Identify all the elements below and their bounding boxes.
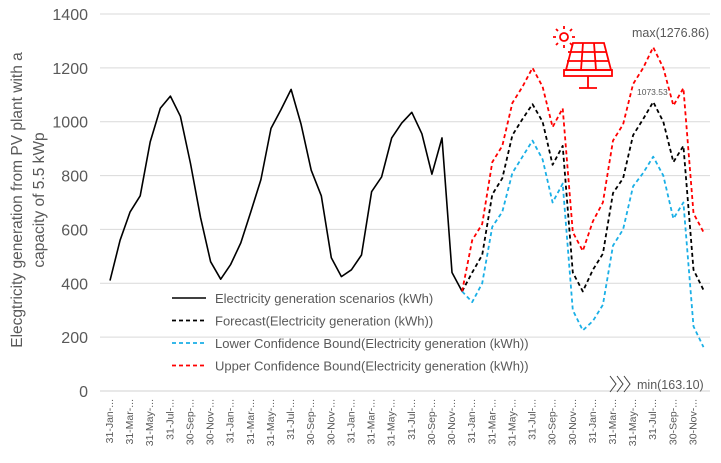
x-tick-label: 31-Mar-...	[366, 399, 378, 445]
x-tick-label: 31-Jul-...	[527, 399, 539, 440]
x-tick-label: 30-Sep-...	[305, 399, 317, 445]
y-tick-label: 1400	[52, 7, 88, 24]
x-tick-label: 30-Sep-...	[667, 399, 679, 445]
triple-chevron-right-icon	[609, 375, 631, 393]
y-tick-label: 200	[61, 330, 88, 347]
series-lines	[109, 46, 705, 348]
x-tick-label: 31-Jan-...	[587, 399, 599, 443]
x-tick-label: 31-Jul-...	[647, 399, 659, 440]
y-axis-ticks: 0 200 400 600 800 1000 1200 1400	[52, 7, 88, 401]
x-tick-label: 31-Mar-...	[607, 399, 619, 445]
x-tick-label: 31-May-...	[144, 399, 156, 446]
x-tick-label: 30-Sep-...	[184, 399, 196, 445]
min-annotation: min(163.10)	[637, 378, 704, 392]
legend-label-0: Electricity generation scenarios (kWh)	[215, 291, 433, 306]
series-line-1	[461, 101, 705, 293]
x-tick-label: 31-Mar-...	[245, 399, 257, 445]
solar-panel-icon	[553, 26, 613, 89]
x-axis-ticks: 31-Jan-... 31-Mar-... 31-May-... 31-Jul-...…	[104, 399, 699, 446]
gridlines	[100, 13, 710, 392]
y-tick-label: 1200	[52, 61, 88, 78]
y-tick-label: 0	[79, 384, 88, 401]
series-line-0	[109, 88, 463, 292]
y-tick-label: 400	[61, 276, 88, 293]
y-axis-title: Elecgtricity generation from PV plant wi…	[9, 52, 48, 348]
legend: Electricity generation scenarios (kWh) Fo…	[172, 291, 529, 374]
x-tick-label: 30-Sep-...	[547, 399, 559, 445]
forecast-peak-annotation: 1073.53	[637, 87, 668, 97]
x-tick-label: 31-Jul-...	[406, 399, 418, 440]
x-tick-label: 31-May-...	[627, 399, 639, 446]
x-tick-label: 31-May-...	[506, 399, 518, 446]
x-tick-label: 30-Nov-...	[325, 399, 337, 445]
series-line-3	[461, 46, 705, 292]
y-tick-label: 800	[61, 169, 88, 186]
x-tick-label: 31-Jan-...	[466, 399, 478, 443]
y-axis-title-line-1: Elecgtricity generation from PV plant wi…	[9, 52, 26, 348]
x-tick-label: 31-Mar-...	[124, 399, 136, 445]
y-axis-title-line-2: capacity of 5.5 kWp	[31, 132, 48, 267]
x-tick-label: 31-Jul-...	[164, 399, 176, 440]
x-tick-label: 31-Jan-...	[345, 399, 357, 443]
legend-label-2: Lower Confidence Bound(Electricity gener…	[215, 336, 529, 351]
x-tick-label: 30-Nov-...	[687, 399, 699, 445]
x-tick-label: 31-Jan-...	[225, 399, 237, 443]
max-annotation: max(1276.86)	[632, 26, 709, 40]
legend-label-3: Upper Confidence Bound(Electricity gener…	[215, 359, 529, 374]
x-tick-label: 30-Nov-...	[205, 399, 217, 445]
x-tick-label: 31-Jul-...	[285, 399, 297, 440]
series-line-2	[461, 139, 705, 348]
y-tick-label: 600	[61, 222, 88, 239]
x-tick-label: 31-Mar-...	[486, 399, 498, 445]
x-tick-label: 31-Jan-...	[104, 399, 116, 443]
x-tick-label: 30-Sep-...	[426, 399, 438, 445]
x-tick-label: 31-May-...	[265, 399, 277, 446]
y-tick-label: 1000	[52, 115, 88, 132]
x-tick-label: 30-Nov-...	[446, 399, 458, 445]
x-tick-label: 30-Nov-...	[567, 399, 579, 445]
legend-label-1: Forecast(Electricity generation (kWh))	[215, 314, 433, 329]
x-tick-label: 31-May-...	[386, 399, 398, 446]
